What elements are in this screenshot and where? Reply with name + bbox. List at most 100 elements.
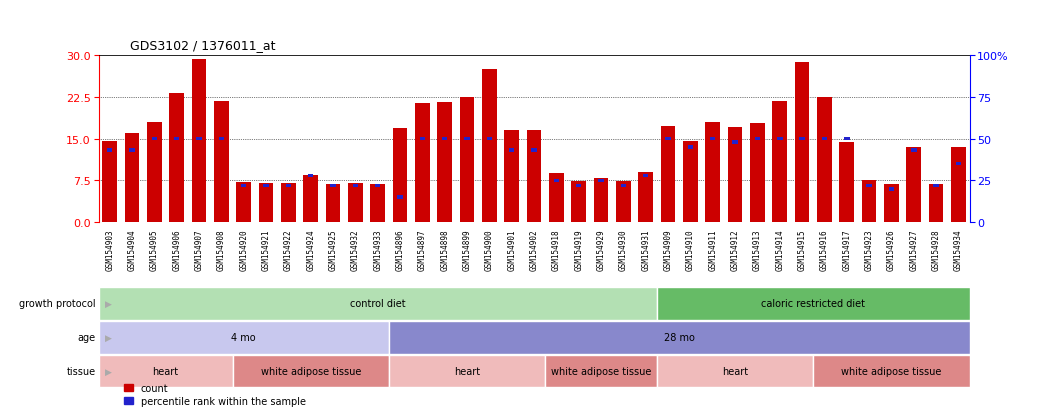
Bar (420, 138, 425, 141)
Bar (459, 98, 474, 223)
Bar (688, 146, 693, 150)
Text: heart: heart (722, 366, 748, 376)
Bar (442, 138, 448, 141)
Bar (397, 196, 402, 199)
Bar (531, 149, 537, 153)
Bar (656, 287, 970, 320)
Bar (906, 147, 921, 223)
Bar (910, 149, 917, 153)
Bar (348, 184, 363, 223)
Bar (656, 355, 813, 387)
Bar (545, 355, 656, 387)
Bar (616, 181, 630, 223)
Bar (219, 138, 224, 141)
Bar (777, 138, 783, 141)
Bar (308, 174, 313, 178)
Bar (755, 138, 760, 141)
Bar (151, 138, 158, 141)
Bar (169, 94, 184, 223)
Bar (304, 176, 318, 223)
Bar (438, 102, 452, 223)
Bar (956, 162, 961, 166)
Text: caloric restricted diet: caloric restricted diet (761, 299, 865, 309)
Bar (821, 138, 828, 141)
Bar (576, 184, 582, 188)
Bar (683, 142, 698, 223)
Text: tissue: tissue (66, 366, 95, 376)
Bar (527, 131, 541, 223)
Bar (99, 287, 656, 320)
Bar (174, 138, 179, 141)
Text: ▶: ▶ (105, 367, 112, 376)
Text: 28 mo: 28 mo (664, 332, 695, 342)
Bar (643, 174, 648, 178)
Bar (750, 123, 764, 223)
Bar (263, 184, 269, 188)
Bar (951, 147, 965, 223)
Bar (620, 184, 626, 188)
Bar (929, 184, 944, 223)
Bar (375, 184, 381, 188)
Text: ▶: ▶ (105, 333, 112, 342)
Bar (236, 183, 251, 223)
Bar (214, 102, 228, 223)
Text: control diet: control diet (349, 299, 405, 309)
Bar (554, 179, 559, 183)
Bar (800, 138, 805, 141)
Bar (794, 63, 809, 223)
Text: heart: heart (454, 366, 480, 376)
Bar (813, 355, 970, 387)
Bar (844, 138, 849, 141)
Bar (389, 321, 970, 354)
Bar (571, 181, 586, 223)
Bar (594, 179, 609, 223)
Bar (866, 184, 872, 188)
Text: white adipose tissue: white adipose tissue (260, 366, 361, 376)
Bar (885, 184, 899, 223)
Bar (705, 123, 720, 223)
Bar (389, 355, 545, 387)
Bar (103, 142, 117, 223)
Bar (196, 138, 202, 141)
Text: age: age (78, 332, 95, 342)
Bar (862, 181, 876, 223)
Bar (130, 149, 135, 153)
Bar (889, 188, 894, 191)
Text: GDS3102 / 1376011_at: GDS3102 / 1376011_at (130, 39, 275, 52)
Text: white adipose tissue: white adipose tissue (551, 366, 651, 376)
Text: white adipose tissue: white adipose tissue (841, 366, 942, 376)
Bar (124, 134, 139, 223)
Bar (147, 123, 162, 223)
Bar (817, 98, 832, 223)
Bar (661, 126, 675, 223)
Bar (482, 70, 497, 223)
Bar (732, 141, 738, 144)
Bar (370, 184, 385, 223)
Bar (259, 184, 274, 223)
Bar (509, 149, 514, 153)
Bar (504, 131, 518, 223)
Bar (326, 184, 340, 223)
Bar (465, 138, 470, 141)
Text: heart: heart (152, 366, 178, 376)
Bar (666, 138, 671, 141)
Bar (415, 104, 429, 223)
Bar (710, 138, 716, 141)
Bar (353, 184, 358, 188)
Bar (232, 355, 389, 387)
Text: growth protocol: growth protocol (19, 299, 95, 309)
Legend: count, percentile rank within the sample: count, percentile rank within the sample (124, 383, 306, 406)
Bar (285, 184, 291, 188)
Bar (192, 59, 206, 223)
Bar (933, 184, 938, 188)
Bar (99, 321, 389, 354)
Bar (241, 184, 247, 188)
Bar (728, 128, 742, 223)
Text: ▶: ▶ (105, 299, 112, 308)
Bar (281, 184, 296, 223)
Bar (598, 179, 604, 183)
Bar (550, 173, 564, 223)
Bar (773, 102, 787, 223)
Text: 4 mo: 4 mo (231, 332, 256, 342)
Bar (393, 129, 408, 223)
